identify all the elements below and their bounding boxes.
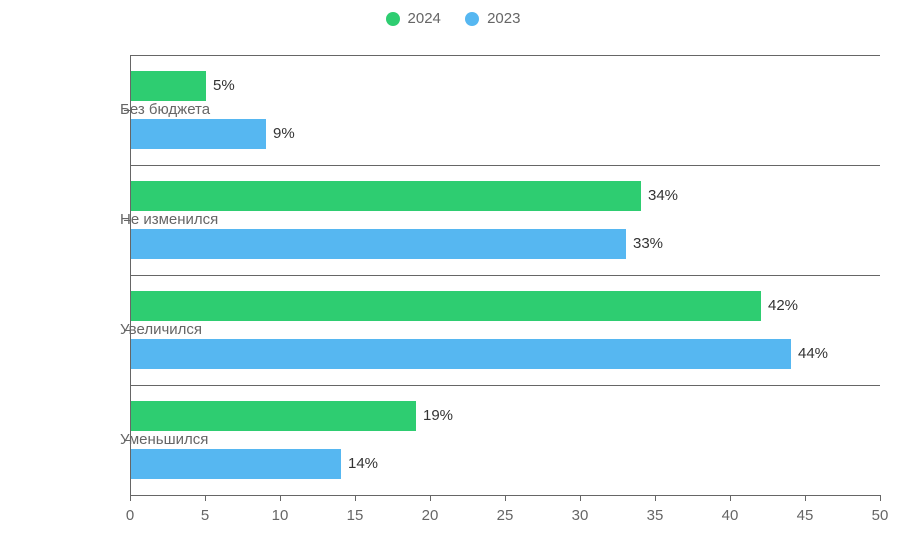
x-tick: [130, 495, 131, 501]
x-tick-label: 20: [422, 507, 439, 524]
legend-label-2023: 2023: [487, 10, 520, 27]
bar-value-label: 33%: [633, 235, 663, 252]
legend-dot-2024: [386, 12, 400, 26]
x-tick: [580, 495, 581, 501]
y-tick: [124, 440, 130, 441]
y-tick: [124, 110, 130, 111]
legend-dot-2023: [465, 12, 479, 26]
x-tick-label: 10: [272, 507, 289, 524]
bar-value-label: 42%: [768, 297, 798, 314]
bar-2023-2: [131, 339, 791, 369]
x-tick-label: 0: [126, 507, 134, 524]
bar-value-label: 19%: [423, 407, 453, 424]
x-tick: [205, 495, 206, 501]
x-tick: [280, 495, 281, 501]
y-grid-line: [130, 275, 880, 276]
bar-2024-0: [131, 71, 206, 101]
bar-2024-3: [131, 401, 416, 431]
bar-2023-0: [131, 119, 266, 149]
x-tick: [355, 495, 356, 501]
x-tick: [805, 495, 806, 501]
y-grid-line: [130, 55, 880, 56]
x-tick: [880, 495, 881, 501]
bar-2024-2: [131, 291, 761, 321]
x-tick: [505, 495, 506, 501]
plot-area: 05101520253035404550Без бюджетаНе измени…: [130, 55, 880, 495]
x-tick: [430, 495, 431, 501]
y-tick: [124, 330, 130, 331]
legend-item-2023: 2023: [465, 10, 520, 27]
bar-value-label: 9%: [273, 125, 295, 142]
x-tick-label: 5: [201, 507, 209, 524]
y-tick: [124, 220, 130, 221]
legend-item-2024: 2024: [386, 10, 441, 27]
bar-2023-1: [131, 229, 626, 259]
x-tick: [655, 495, 656, 501]
x-tick-label: 40: [722, 507, 739, 524]
x-tick-label: 35: [647, 507, 664, 524]
x-tick-label: 25: [497, 507, 514, 524]
bar-value-label: 14%: [348, 455, 378, 472]
bar-value-label: 5%: [213, 77, 235, 94]
x-tick-label: 15: [347, 507, 364, 524]
legend-label-2024: 2024: [408, 10, 441, 27]
x-tick-label: 50: [872, 507, 889, 524]
bar-2024-1: [131, 181, 641, 211]
chart-container: 2024 2023 05101520253035404550Без бюджет…: [0, 0, 906, 546]
bar-value-label: 34%: [648, 187, 678, 204]
bar-2023-3: [131, 449, 341, 479]
x-tick-label: 30: [572, 507, 589, 524]
legend: 2024 2023: [0, 10, 906, 30]
y-grid-line: [130, 385, 880, 386]
x-tick: [730, 495, 731, 501]
y-grid-line: [130, 165, 880, 166]
bar-value-label: 44%: [798, 345, 828, 362]
x-tick-label: 45: [797, 507, 814, 524]
